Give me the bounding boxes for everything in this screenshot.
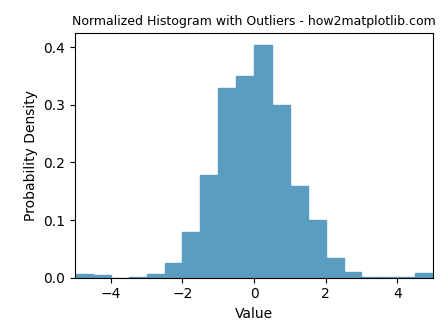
X-axis label: Value: Value (235, 307, 273, 321)
Bar (379, 277, 397, 278)
Bar (129, 277, 146, 278)
Bar (308, 219, 326, 278)
Title: Normalized Histogram with Outliers - how2matplotlib.com: Normalized Histogram with Outliers - how… (72, 15, 436, 28)
Bar (200, 175, 218, 278)
Bar (344, 272, 362, 278)
Bar (236, 76, 254, 278)
Bar (146, 274, 164, 278)
Bar (415, 273, 433, 278)
Bar (397, 277, 415, 278)
Bar (164, 263, 182, 278)
Bar (93, 276, 111, 278)
Bar (182, 232, 200, 278)
Bar (362, 277, 379, 278)
Bar (290, 186, 308, 278)
Bar (272, 106, 290, 278)
Bar (254, 45, 272, 278)
Bar (75, 274, 93, 278)
Bar (326, 258, 344, 278)
Bar (218, 88, 236, 278)
Y-axis label: Probability Density: Probability Density (24, 90, 38, 221)
